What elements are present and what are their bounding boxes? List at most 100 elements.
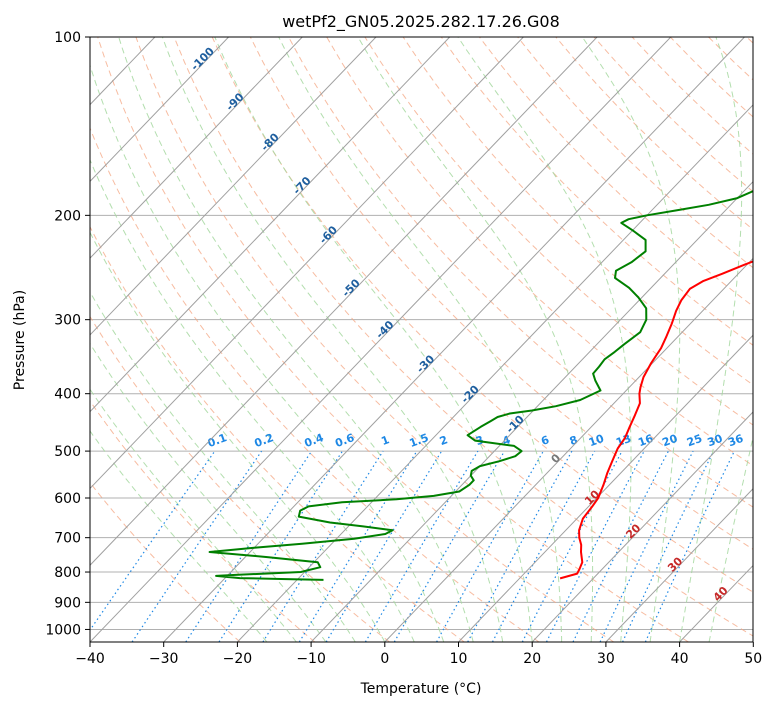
x-axis-label: Temperature (°C) — [360, 681, 482, 697]
mixing-ratio-line — [599, 450, 694, 642]
mixing-ratio-label: 1.5 — [408, 431, 431, 450]
dry-adiabat — [90, 400, 316, 642]
mixing-ratio-line — [644, 450, 735, 642]
dry-adiabat — [90, 126, 540, 642]
isotherm — [90, 37, 303, 259]
x-tick-label: −10 — [296, 651, 326, 667]
dry-adiabat — [90, 481, 241, 642]
moist-adiabat — [214, 37, 533, 642]
dry-adiabat — [90, 315, 390, 642]
moist-adiabat — [90, 291, 356, 642]
isotherm — [163, 37, 745, 642]
mixing-ratio-line — [545, 450, 645, 642]
dry-adiabat — [90, 225, 465, 642]
dry-adiabat — [402, 37, 753, 386]
dry-adiabat — [631, 37, 753, 155]
y-tick-label: 100 — [54, 30, 81, 46]
dry-adiabat — [746, 37, 753, 44]
isotherm — [0, 37, 8, 642]
x-tick-label: −30 — [149, 651, 179, 667]
mixing-ratio-line — [436, 450, 544, 642]
y-tick-label: 1000 — [45, 622, 81, 638]
plot-area: 0.1 0.2 0.4 0.6 1 1.5 2 3 4 6 8 10 13 16 20 25 30 36-100-… — [0, 37, 753, 642]
mixing-ratio-label: 20 — [660, 432, 679, 450]
dry-adiabat — [135, 37, 689, 642]
mixing-ratio-label: 6 — [539, 433, 551, 448]
y-axis-label: Pressure (hPa) — [12, 290, 28, 390]
isotherm — [90, 37, 229, 183]
y-tick-label: 500 — [54, 444, 81, 460]
isotherm — [90, 37, 451, 413]
chart-title: wetPf2_GN05.2025.282.17.26.G08 — [282, 12, 560, 32]
dry-adiabat-label: -90 — [223, 90, 246, 113]
dry-adiabat-label: -30 — [414, 352, 437, 375]
mixing-ratio-line — [325, 450, 443, 642]
dry-adiabat — [173, 37, 753, 637]
isotherm — [679, 564, 753, 642]
dry-adiabat — [440, 37, 753, 346]
y-tick-label: 200 — [54, 208, 81, 224]
x-tick-label: 10 — [450, 651, 468, 667]
y-tick-label: 300 — [54, 313, 81, 329]
mixing-ratio-line — [218, 450, 343, 642]
isotherm — [90, 37, 524, 490]
isotherm — [90, 37, 377, 336]
mixing-ratio-label: 0.6 — [333, 431, 356, 450]
mixing-ratio-label: 10 — [587, 432, 606, 450]
y-tick-label: 600 — [54, 491, 81, 507]
moist-adiabat — [90, 342, 327, 642]
dry-adiabat-label: -40 — [373, 318, 396, 341]
mixing-ratio-label: 0.2 — [253, 431, 276, 450]
isotherm — [458, 334, 753, 642]
mixing-ratio-line — [90, 450, 216, 632]
mixing-ratio-label: 8 — [568, 433, 580, 448]
mixing-ratio-line — [262, 450, 384, 642]
dry-adiabat-label: -100 — [188, 44, 217, 73]
mixing-ratio-label: 36 — [726, 432, 745, 450]
dry-adiabat — [97, 37, 614, 642]
mixing-ratio-line — [521, 450, 623, 642]
dry-adiabat-label: -70 — [290, 174, 313, 197]
moist-adiabat-label: 40 — [711, 584, 731, 604]
dry-adiabat — [288, 37, 753, 508]
x-tick-label: 20 — [523, 651, 541, 667]
dry-adiabat-label: -80 — [259, 130, 282, 153]
y-tick-label: 800 — [54, 565, 81, 581]
mixing-ratio-line — [622, 450, 715, 642]
mixing-ratio-line — [467, 450, 573, 642]
mixing-ratio-line — [298, 450, 418, 642]
moist-adiabat — [118, 37, 474, 642]
plot-frame — [89, 36, 754, 643]
isotherm — [384, 257, 753, 642]
moist-adiabat — [90, 158, 415, 642]
dry-adiabat-label: -60 — [317, 223, 340, 246]
isotherm — [605, 488, 753, 642]
y-tick-label: 900 — [54, 595, 81, 611]
y-tick-label: 400 — [54, 387, 81, 403]
isotherm — [90, 37, 672, 642]
mixing-ratio-label: 16 — [636, 432, 655, 450]
moist-adiabat-label: 20 — [623, 521, 643, 541]
dry-adiabat-label: -20 — [459, 383, 482, 406]
x-tick-label: 30 — [597, 651, 615, 667]
x-tick-label: −20 — [223, 651, 253, 667]
isotherm — [531, 411, 753, 642]
moist-adiabat — [357, 37, 594, 642]
moist-adiabat — [708, 435, 753, 642]
moist-adiabat — [90, 388, 297, 642]
dry-adiabat — [364, 37, 753, 426]
mixing-ratio-label: 1 — [379, 433, 391, 448]
mixing-ratio-label: 2 — [438, 433, 450, 448]
x-tick-label: −40 — [75, 651, 105, 667]
mixing-ratio-line — [572, 450, 669, 642]
moist-adiabat — [90, 430, 268, 642]
dry-adiabat — [249, 37, 753, 550]
moist-adiabat — [278, 37, 563, 642]
mixing-ratio-label: 0.1 — [206, 431, 229, 450]
mixing-ratio-line — [393, 450, 506, 642]
dry-adiabat — [211, 37, 753, 593]
moist-adiabat — [457, 37, 632, 642]
x-tick-label: 40 — [671, 651, 689, 667]
mixing-ratio-line — [364, 450, 479, 642]
